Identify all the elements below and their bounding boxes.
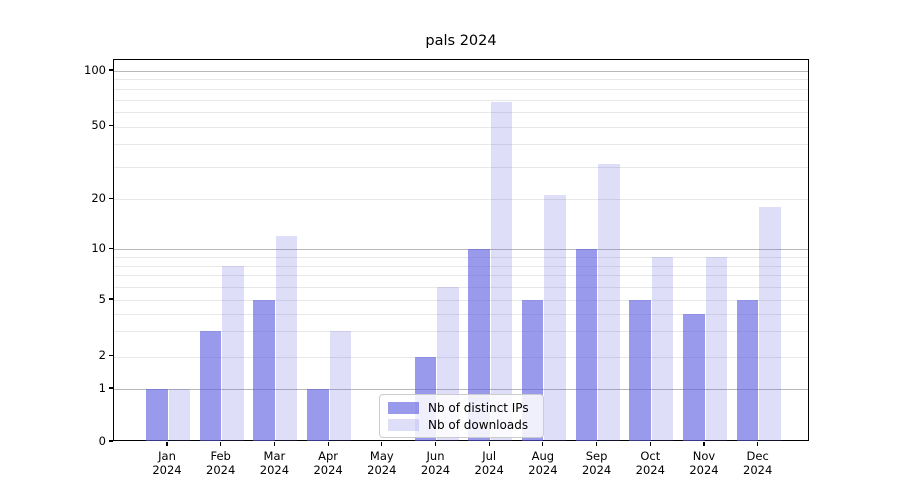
x-tick [220, 441, 222, 447]
x-tick [703, 441, 705, 447]
bar-nb-of-downloads [544, 195, 566, 441]
legend-swatch-downloads [388, 419, 419, 431]
legend-swatch-distinct-ips [388, 402, 419, 414]
y-tick [108, 354, 113, 357]
bar-nb-of-distinct-ips [307, 389, 329, 441]
y-tick [108, 69, 113, 71]
x-tick-label: Feb 2024 [206, 449, 236, 477]
gridline-minor [114, 111, 808, 113]
x-tick [649, 441, 651, 447]
x-tick-label: Jan 2024 [152, 449, 182, 477]
y-tick-label: 5 [98, 291, 106, 306]
x-tick [166, 441, 168, 447]
bar-nb-of-downloads [222, 265, 244, 441]
bar-nb-of-distinct-ips [736, 300, 759, 441]
gridline-minor [114, 257, 808, 258]
bar-nb-of-distinct-ips [468, 249, 490, 441]
y-tick [108, 197, 113, 199]
bar-nb-of-distinct-ips [575, 249, 598, 441]
y-tick [108, 247, 113, 249]
x-tick [381, 441, 383, 447]
bar-nb-of-distinct-ips [146, 389, 168, 441]
bar-nb-of-distinct-ips [683, 313, 705, 441]
x-tick [542, 441, 544, 447]
bar-nb-of-downloads [329, 331, 352, 441]
legend: Nb of distinct IPs Nb of downloads [379, 394, 544, 438]
legend-label-downloads: Nb of downloads [428, 418, 529, 432]
gridline-major [114, 249, 808, 251]
y-tick-label: 20 [91, 190, 106, 205]
gridline-minor [114, 265, 808, 267]
x-tick-label: Oct 2024 [635, 449, 665, 477]
bar-nb-of-downloads [275, 236, 298, 441]
chart-title: pals 2024 [425, 33, 497, 49]
y-tick-label: 100 [84, 62, 106, 77]
y-tick-label: 50 [91, 118, 106, 132]
x-tick-label: Mar 2024 [259, 449, 290, 477]
y-tick [108, 387, 113, 389]
x-tick-label: Dec 2024 [743, 449, 773, 477]
gridline-minor [114, 88, 808, 90]
y-tick [108, 298, 113, 300]
gridline-minor [114, 275, 808, 277]
bar-nb-of-downloads [651, 257, 674, 441]
x-tick-label: Jun 2024 [420, 449, 451, 477]
gridline-minor [114, 99, 808, 101]
y-tick-label: 1 [98, 380, 106, 395]
x-tick-label: May 2024 [367, 449, 397, 477]
x-tick [327, 441, 329, 447]
bar-nb-of-distinct-ips [199, 331, 222, 441]
x-tick [488, 441, 490, 447]
x-tick-label: Aug 2024 [528, 449, 558, 477]
gridline-major [114, 389, 808, 390]
gridline-minor [114, 126, 808, 128]
bar-nb-of-downloads [168, 389, 190, 441]
plot-area: Nb of distinct IPs Nb of downloads [113, 59, 809, 441]
legend-label-distinct-ips: Nb of distinct IPs [428, 401, 529, 415]
gridline-minor [114, 313, 808, 315]
y-tick [108, 124, 113, 127]
gridline-minor [114, 331, 808, 333]
x-tick [596, 441, 598, 447]
legend-row-distinct-ips: Nb of distinct IPs [388, 400, 535, 416]
y-tick [108, 440, 113, 442]
gridline-minor [114, 199, 808, 201]
bar-nb-of-downloads [759, 206, 781, 441]
x-tick [757, 441, 759, 447]
legend-row-downloads: Nb of downloads [388, 417, 535, 433]
y-tick-label: 10 [91, 240, 106, 255]
gridline-minor [114, 144, 808, 146]
x-tick-label: Sep 2024 [581, 449, 612, 477]
bar-nb-of-downloads [705, 257, 727, 441]
x-tick-label: Nov 2024 [689, 449, 719, 477]
gridline-major [114, 71, 808, 72]
x-tick-label: Jul 2024 [474, 449, 504, 477]
x-tick-label: Apr 2024 [313, 449, 343, 477]
x-tick [273, 441, 275, 447]
y-tick-label: 0 [98, 433, 106, 448]
y-tick-label: 2 [98, 348, 106, 362]
bar-nb-of-distinct-ips [629, 300, 651, 441]
gridline-minor [114, 286, 808, 288]
bar-nb-of-downloads [598, 164, 620, 441]
x-tick [434, 441, 437, 447]
bar-nb-of-distinct-ips [253, 300, 275, 441]
gridline-minor [114, 79, 808, 81]
gridline-minor [114, 167, 808, 169]
gridline-minor [114, 356, 808, 358]
bar-nb-of-downloads [490, 101, 513, 441]
gridline-minor [114, 300, 808, 301]
